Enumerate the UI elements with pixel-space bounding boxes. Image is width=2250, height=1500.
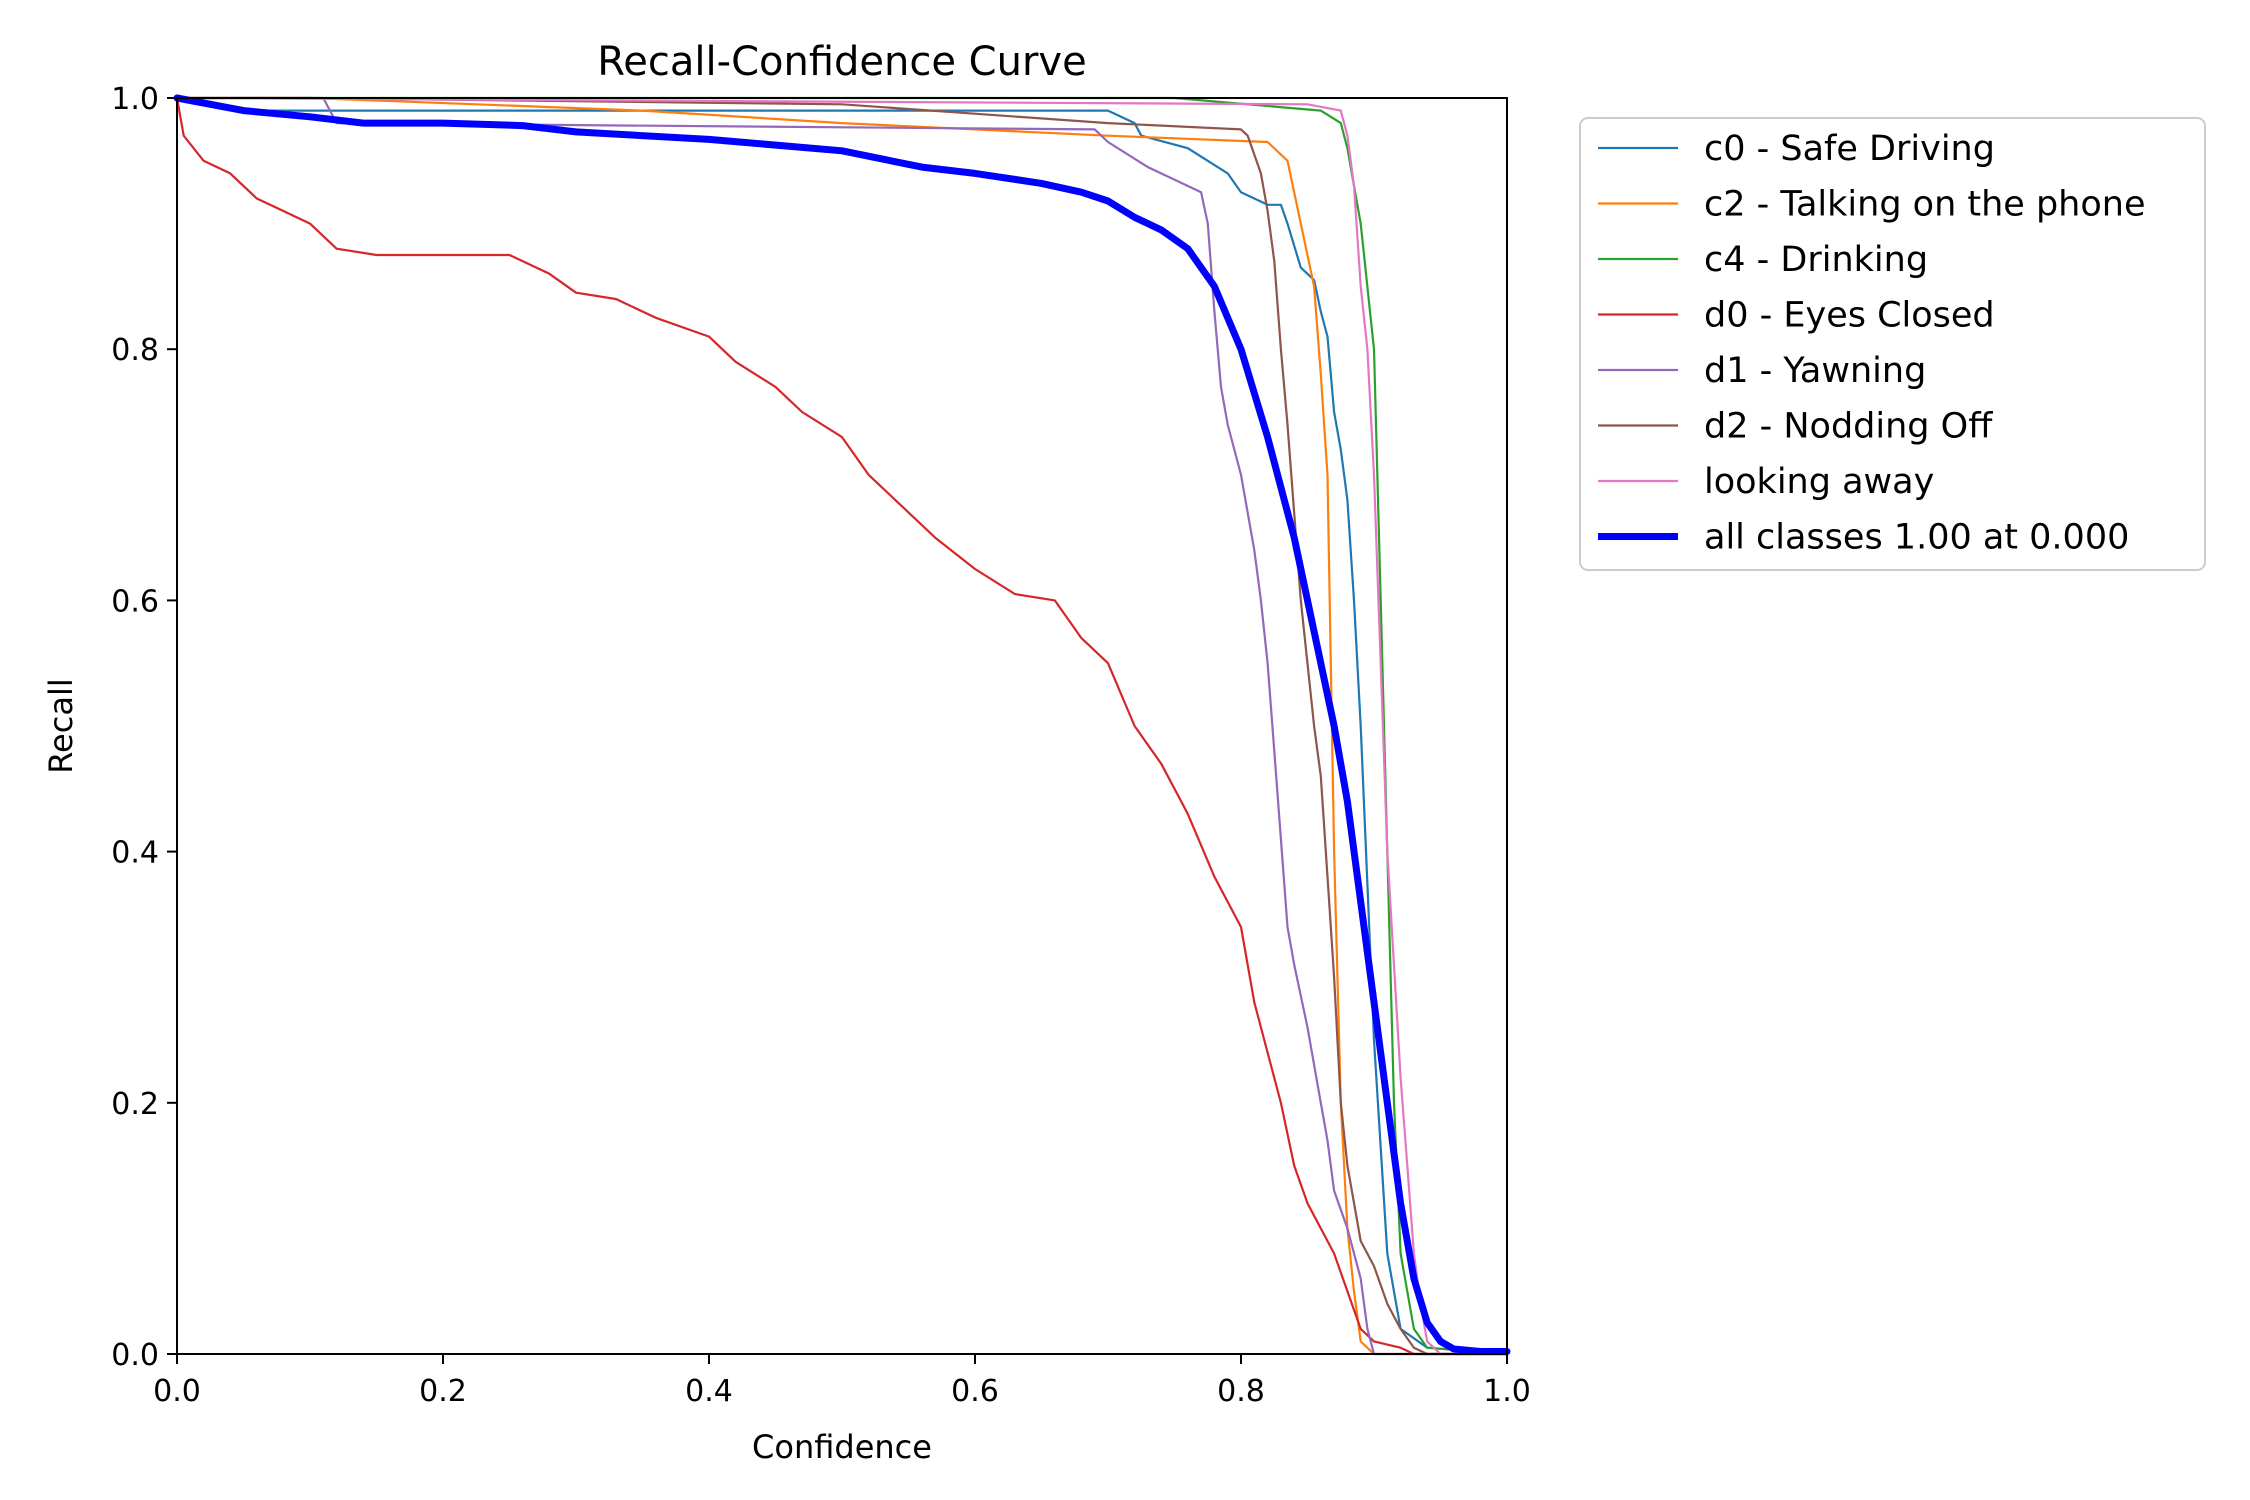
series-line-0 xyxy=(175,96,1509,1356)
legend-label-0: c0 - Safe Driving xyxy=(1704,129,1995,169)
legend-label-7: all classes 1.00 at 0.000 xyxy=(1704,518,2129,558)
series-line-5 xyxy=(175,96,1509,1356)
series-line-7 xyxy=(173,94,1511,1355)
y-tick-label: 0.6 xyxy=(111,584,159,619)
plot-frame xyxy=(176,97,1508,1355)
x-tick-label: 0.2 xyxy=(419,1374,467,1409)
series-line-4 xyxy=(175,96,1509,1356)
series-line-1 xyxy=(175,96,1509,1356)
x-axis-label: Confidence xyxy=(752,1428,932,1466)
y-tick-label: 0.8 xyxy=(111,333,159,368)
legend: c0 - Safe Driving c2 - Talking on the pho… xyxy=(1579,117,2206,571)
x-tick-label: 0.6 xyxy=(951,1374,999,1409)
legend-label-5: d2 - Nodding Off xyxy=(1704,407,1993,447)
series-layer xyxy=(173,94,1511,1356)
series-line-2 xyxy=(175,96,1509,1356)
legend-label-6: looking away xyxy=(1704,462,1934,502)
y-tick-label: 0.4 xyxy=(111,836,159,871)
x-tick-label: 0.4 xyxy=(685,1374,733,1409)
y-axis: 0.0 0.2 0.4 0.6 0.8 1.0 xyxy=(111,82,177,1373)
x-axis: 0.0 0.2 0.4 0.6 0.8 1.0 xyxy=(153,1354,1531,1409)
plot-background xyxy=(177,98,1507,1354)
legend-label-2: c4 - Drinking xyxy=(1704,240,1928,280)
legend-box xyxy=(1579,117,2206,571)
y-tick-label: 1.0 xyxy=(111,82,159,117)
legend-label-4: d1 - Yawning xyxy=(1704,351,1926,391)
legend-label-1: c2 - Talking on the phone xyxy=(1704,185,2145,225)
plot-area xyxy=(173,94,1511,1356)
y-tick-label: 0.0 xyxy=(111,1338,159,1373)
x-tick-label: 0.8 xyxy=(1217,1374,1265,1409)
y-tick-label: 0.2 xyxy=(111,1087,159,1122)
x-tick-label: 0.0 xyxy=(153,1374,201,1409)
legend-items: c0 - Safe Driving c2 - Talking on the pho… xyxy=(1598,129,2145,558)
x-tick-label: 1.0 xyxy=(1483,1374,1531,1409)
series-line-3 xyxy=(175,96,1509,1356)
y-axis-label: Recall xyxy=(42,678,80,773)
legend-label-3: d0 - Eyes Closed xyxy=(1704,296,1995,336)
chart-title: Recall-Confidence Curve xyxy=(597,39,1086,85)
